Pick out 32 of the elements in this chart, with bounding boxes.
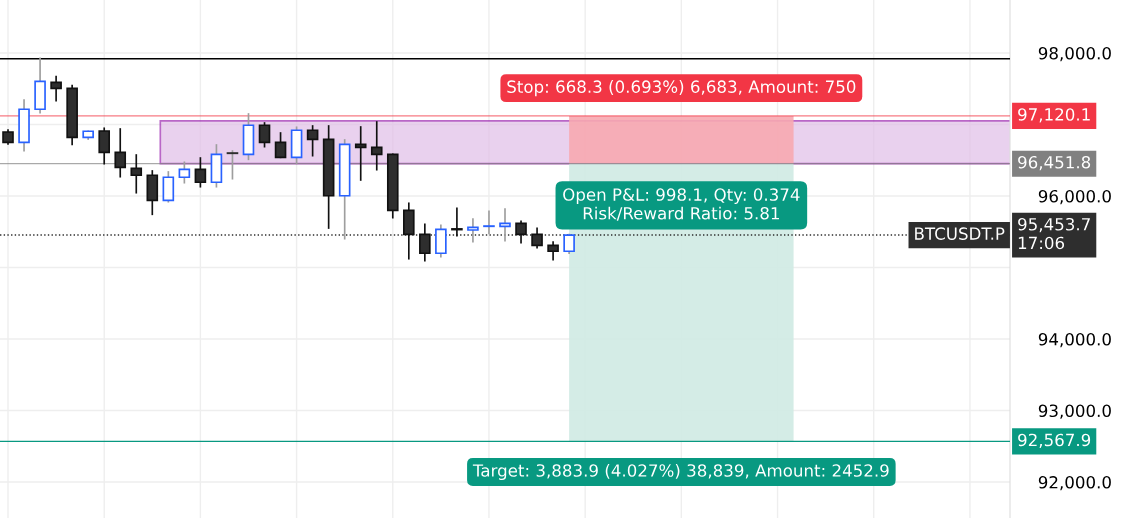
candlestick [274, 132, 287, 159]
band-label: Stop: 668.3 (0.693%) 6,683, Amount: 750 [507, 80, 856, 97]
y-tick-label: 96,000.0 [1038, 189, 1111, 205]
y-tick-label: 98,000.0 [1038, 46, 1111, 62]
band-label: Target: 3,883.9 (4.027%) 38,839, Amount: 2452.9 [472, 463, 889, 481]
candlestick [499, 208, 511, 242]
y-tick-label: 93,000.0 [1038, 404, 1111, 419]
candlestick [194, 157, 207, 188]
candlestick [370, 121, 383, 171]
candlestick [130, 154, 143, 194]
candlestick [467, 218, 479, 243]
ref-line-label: 95,453.7 17:06 [1018, 217, 1090, 250]
candlestick [226, 150, 239, 180]
candlestick [435, 224, 447, 258]
ref-line-label: 92,567.9 [1018, 433, 1091, 448]
y-tick-label: 94,000.0 [1038, 332, 1111, 348]
candlestick [162, 171, 175, 203]
candlestick [451, 207, 463, 237]
candlestick [178, 161, 191, 184]
candlestick [483, 210, 495, 235]
candlestick [258, 122, 271, 148]
ref-line-label: 97,120.1 [1018, 108, 1090, 123]
ref-line-label: 96,451.8 [1018, 155, 1091, 171]
annotation: BTCUSDT.P [915, 227, 1005, 240]
candlestick [114, 128, 127, 178]
y-tick-label: 92,000.0 [1038, 475, 1111, 491]
candlestick [306, 125, 319, 157]
annotation: Open P&L: 998.1, Qty: 0.374 Risk/Reward Ratio: 5.81 [563, 188, 800, 221]
candlestick [98, 127, 111, 165]
candlestick [563, 233, 575, 255]
candlestick [50, 75, 62, 102]
candlestick [354, 126, 367, 181]
